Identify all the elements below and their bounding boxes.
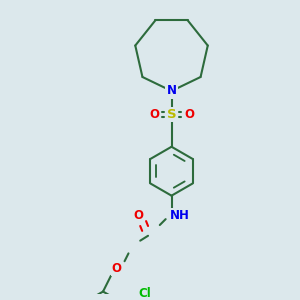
Text: O: O — [149, 108, 159, 121]
Text: O: O — [112, 262, 122, 275]
Text: O: O — [133, 209, 143, 222]
Text: O: O — [184, 108, 194, 121]
Text: N: N — [167, 85, 176, 98]
Text: S: S — [167, 108, 176, 121]
Text: Cl: Cl — [139, 287, 151, 300]
Text: NH: NH — [169, 209, 189, 222]
